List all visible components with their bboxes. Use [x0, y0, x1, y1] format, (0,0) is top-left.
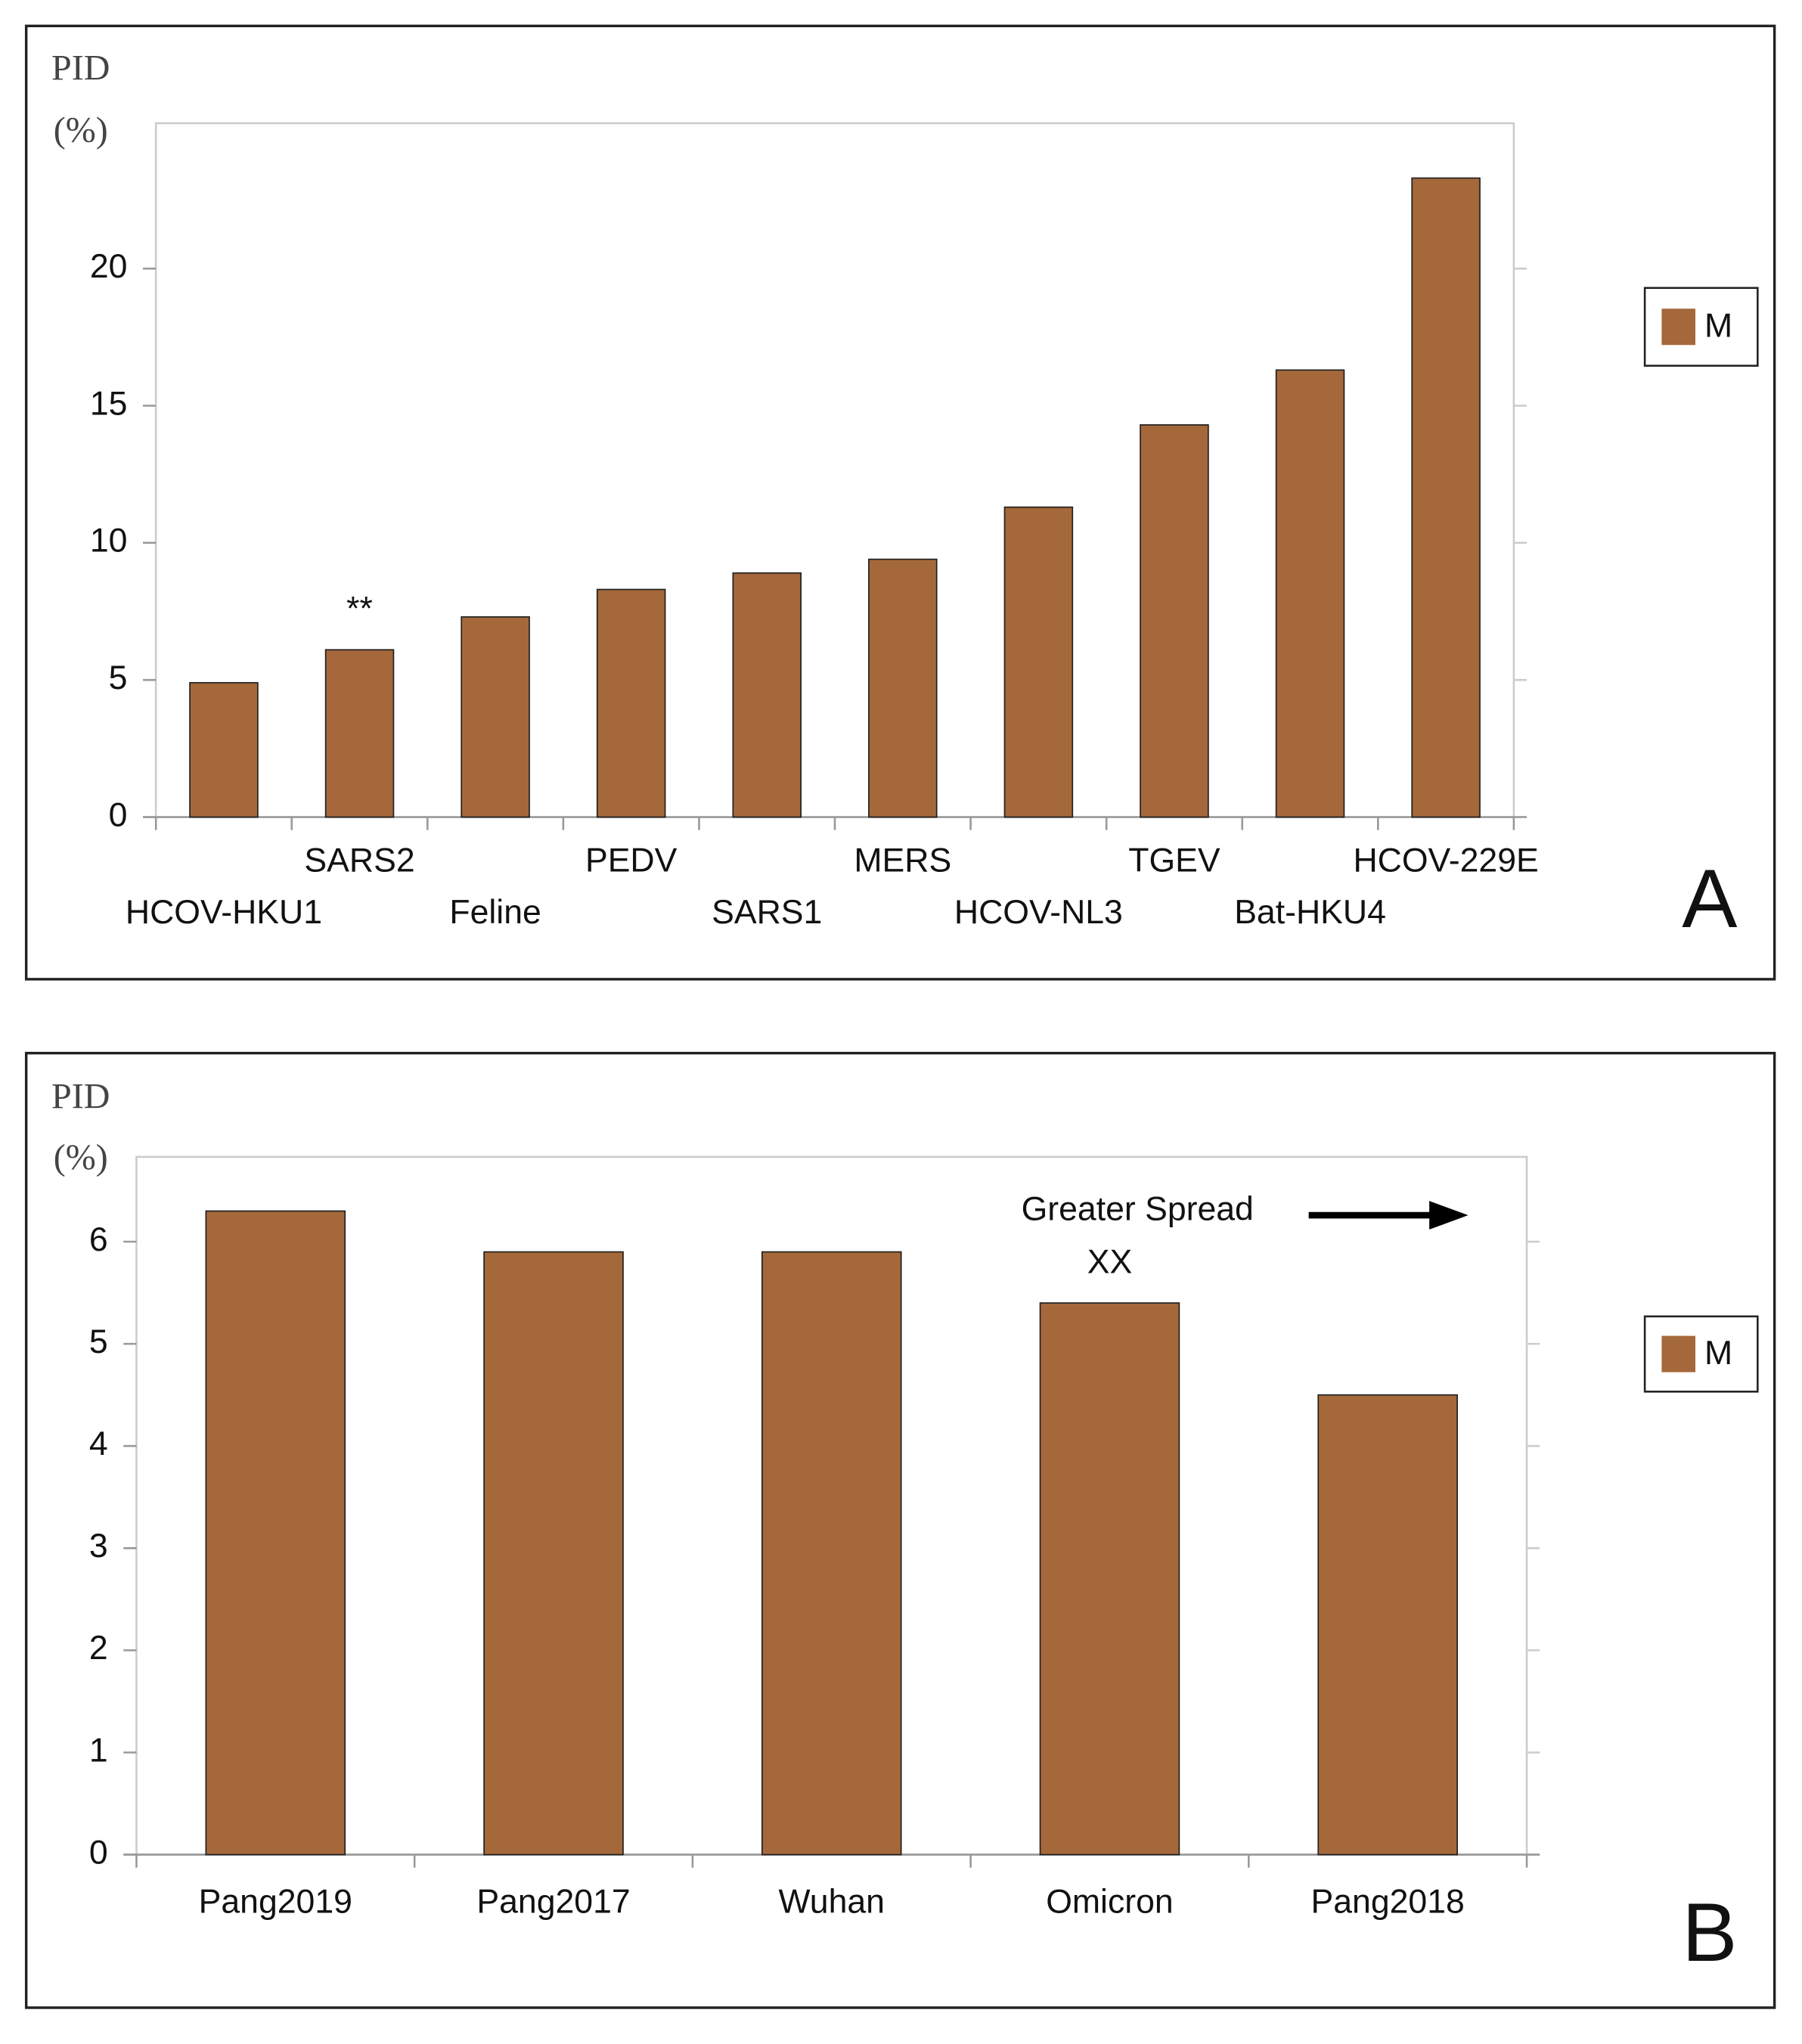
bar: [1003, 506, 1074, 818]
y-axis-unit: (%): [54, 1137, 108, 1177]
bar: [324, 649, 395, 818]
bar: [1317, 1394, 1458, 1856]
x-tick-label: SARS1: [712, 894, 822, 931]
y-tick-label: 4: [89, 1425, 108, 1462]
bar: [761, 1251, 902, 1856]
bar: [596, 588, 666, 818]
y-tick-label: 0: [109, 796, 128, 833]
x-tick-label: HCOV-HKU1: [126, 894, 322, 931]
bar: [732, 572, 802, 818]
x-tick-label: Omicron: [1046, 1884, 1173, 1921]
annotation: **: [346, 591, 373, 628]
y-axis-label: PID: [51, 48, 110, 88]
y-tick-label: 15: [90, 385, 128, 422]
bar: [868, 558, 938, 818]
x-tick-label: HCOV-NL3: [954, 894, 1123, 931]
x-tick-label: SARS2: [304, 842, 414, 879]
x-tick-label: HCOV-229E: [1353, 842, 1538, 879]
x-tick-label: Feline: [449, 894, 541, 931]
bar: [189, 681, 259, 818]
bar: [1275, 369, 1345, 818]
x-tick-label: Pang2018: [1311, 1884, 1465, 1921]
y-tick-label: 10: [90, 523, 128, 560]
bar: [461, 616, 530, 818]
y-tick-label: 5: [89, 1323, 108, 1360]
bar: [1039, 1302, 1180, 1856]
annotation: Greater Spread: [1022, 1191, 1254, 1228]
y-axis-unit: (%): [54, 110, 108, 150]
panel-label: A: [1682, 853, 1737, 945]
annotation: XX: [1087, 1243, 1132, 1280]
panel-frame: [24, 24, 1776, 981]
panel-frame: [24, 1051, 1776, 2009]
x-tick-label: Pang2019: [199, 1884, 352, 1921]
legend-label: M: [1704, 308, 1732, 345]
y-tick-label: 1: [89, 1732, 108, 1769]
panel-label: B: [1682, 1887, 1737, 1979]
bar: [1411, 177, 1481, 818]
y-tick-label: 0: [89, 1834, 108, 1871]
legend-swatch: [1661, 309, 1695, 346]
x-tick-label: Wuhan: [779, 1884, 885, 1921]
arrow-head: [1429, 1201, 1469, 1230]
x-tick-label: Bat-HKU4: [1234, 894, 1386, 931]
y-tick-label: 6: [89, 1221, 108, 1258]
y-tick-label: 3: [89, 1528, 108, 1565]
x-tick-label: MERS: [854, 842, 951, 879]
bar: [205, 1210, 346, 1856]
y-axis-label: PID: [51, 1076, 110, 1116]
y-tick-label: 2: [89, 1630, 108, 1667]
legend-label: M: [1704, 1335, 1732, 1372]
bar: [1140, 424, 1209, 818]
legend-swatch: [1661, 1335, 1695, 1372]
bar: [483, 1251, 624, 1856]
y-tick-label: 5: [109, 659, 128, 696]
x-tick-label: PEDV: [585, 842, 678, 879]
y-tick-label: 20: [90, 248, 128, 285]
x-tick-label: Pang2017: [476, 1884, 630, 1921]
x-tick-label: TGEV: [1128, 842, 1220, 879]
